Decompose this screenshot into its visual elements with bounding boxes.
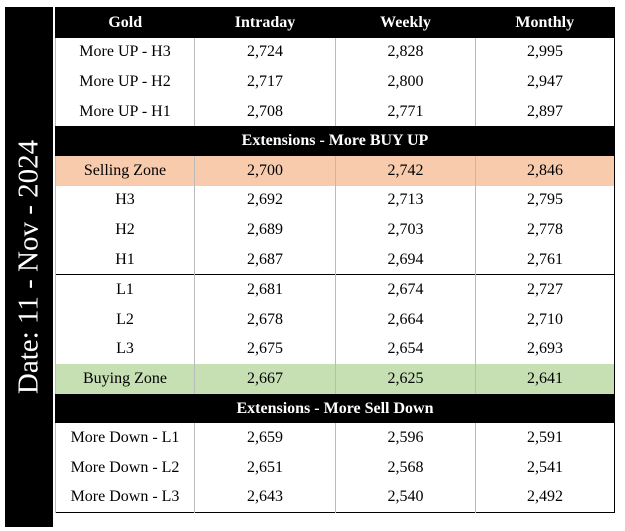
cell: 2,708 bbox=[194, 96, 336, 127]
cell: 2,687 bbox=[194, 244, 336, 275]
cell: 2,681 bbox=[194, 274, 336, 305]
cell: 2,596 bbox=[335, 423, 476, 453]
cell: 2,724 bbox=[194, 37, 336, 68]
cell: 2,828 bbox=[335, 37, 476, 68]
cell: 2,591 bbox=[475, 423, 615, 453]
cell: 2,846 bbox=[475, 155, 615, 186]
cell: 2,659 bbox=[194, 423, 336, 453]
data-row: Selling Zone 2,700 2,742 2,846 bbox=[55, 155, 615, 186]
cell: 2,800 bbox=[335, 67, 476, 97]
cell: 2,641 bbox=[475, 364, 615, 394]
cell: 2,568 bbox=[335, 452, 476, 483]
cell: 2,778 bbox=[475, 215, 615, 245]
cell: 2,713 bbox=[335, 185, 476, 216]
cell: 2,947 bbox=[475, 67, 615, 97]
levels-table: Gold Intraday Weekly Monthly More UP - H3 2,7… bbox=[55, 7, 615, 514]
header-cell: Intraday bbox=[194, 7, 336, 38]
row-label: H1 bbox=[55, 244, 195, 275]
cell: 2,710 bbox=[475, 304, 615, 335]
cell: 2,693 bbox=[475, 334, 615, 365]
header-row: Gold Intraday Weekly Monthly bbox=[55, 7, 615, 38]
row-label: H3 bbox=[55, 185, 195, 216]
section-title: Extensions - More BUY UP bbox=[55, 126, 615, 156]
row-label: H2 bbox=[55, 215, 195, 245]
cell: 2,694 bbox=[335, 244, 476, 275]
cell: 2,703 bbox=[335, 215, 476, 245]
row-label: More UP - H2 bbox=[55, 67, 195, 97]
cell: 2,727 bbox=[475, 274, 615, 305]
cell: 2,995 bbox=[475, 37, 615, 68]
cell: 2,761 bbox=[475, 244, 615, 275]
cell: 2,795 bbox=[475, 185, 615, 216]
row-label: More UP - H3 bbox=[55, 37, 195, 68]
data-row: L1 2,681 2,674 2,727 bbox=[55, 274, 615, 305]
cell: 2,651 bbox=[194, 452, 336, 483]
row-label: More Down - L3 bbox=[55, 482, 195, 513]
date-label: Date: 11 - Nov - 2024 bbox=[12, 139, 45, 395]
header-cell: Weekly bbox=[335, 7, 476, 38]
cell: 2,678 bbox=[194, 304, 336, 335]
cell: 2,897 bbox=[475, 96, 615, 127]
cell: 2,664 bbox=[335, 304, 476, 335]
cell: 2,492 bbox=[475, 482, 615, 513]
row-label: L1 bbox=[55, 274, 195, 305]
cell: 2,654 bbox=[335, 334, 476, 365]
data-row: More UP - H3 2,724 2,828 2,995 bbox=[55, 37, 615, 68]
row-label: More Down - L2 bbox=[55, 452, 195, 483]
date-band: Date: 11 - Nov - 2024 bbox=[5, 7, 53, 527]
data-row: H3 2,692 2,713 2,795 bbox=[55, 185, 615, 216]
row-label: L3 bbox=[55, 334, 195, 365]
row-label: More UP - H1 bbox=[55, 96, 195, 127]
data-row: More UP - H2 2,717 2,800 2,947 bbox=[55, 67, 615, 97]
row-label: Buying Zone bbox=[55, 364, 195, 394]
data-row: L2 2,678 2,664 2,710 bbox=[55, 304, 615, 335]
cell: 2,625 bbox=[335, 364, 476, 394]
cell: 2,541 bbox=[475, 452, 615, 483]
data-row: More Down - L1 2,659 2,596 2,591 bbox=[55, 423, 615, 453]
cell: 2,700 bbox=[194, 155, 336, 186]
data-row: More Down - L2 2,651 2,568 2,541 bbox=[55, 452, 615, 483]
cell: 2,742 bbox=[335, 155, 476, 186]
header-cell: Gold bbox=[55, 7, 195, 38]
data-row: More UP - H1 2,708 2,771 2,897 bbox=[55, 96, 615, 127]
cell: 2,643 bbox=[194, 482, 336, 513]
section-title: Extensions - More Sell Down bbox=[55, 393, 615, 424]
row-label: Selling Zone bbox=[55, 155, 195, 186]
cell: 2,674 bbox=[335, 274, 476, 305]
row-label: More Down - L1 bbox=[55, 423, 195, 453]
cell: 2,717 bbox=[194, 67, 336, 97]
data-row: L3 2,675 2,654 2,693 bbox=[55, 334, 615, 365]
data-row: Buying Zone 2,667 2,625 2,641 bbox=[55, 364, 615, 394]
cell: 2,692 bbox=[194, 185, 336, 216]
data-row: More Down - L3 2,643 2,540 2,492 bbox=[55, 482, 615, 513]
data-row: H1 2,687 2,694 2,761 bbox=[55, 244, 615, 275]
cell: 2,771 bbox=[335, 96, 476, 127]
row-label: L2 bbox=[55, 304, 195, 335]
cell: 2,540 bbox=[335, 482, 476, 513]
cell: 2,689 bbox=[194, 215, 336, 245]
cell: 2,675 bbox=[194, 334, 336, 365]
section-row: Extensions - More Sell Down bbox=[55, 393, 615, 424]
data-row: H2 2,689 2,703 2,778 bbox=[55, 215, 615, 245]
header-cell: Monthly bbox=[475, 7, 615, 38]
section-row: Extensions - More BUY UP bbox=[55, 126, 615, 156]
cell: 2,667 bbox=[194, 364, 336, 394]
